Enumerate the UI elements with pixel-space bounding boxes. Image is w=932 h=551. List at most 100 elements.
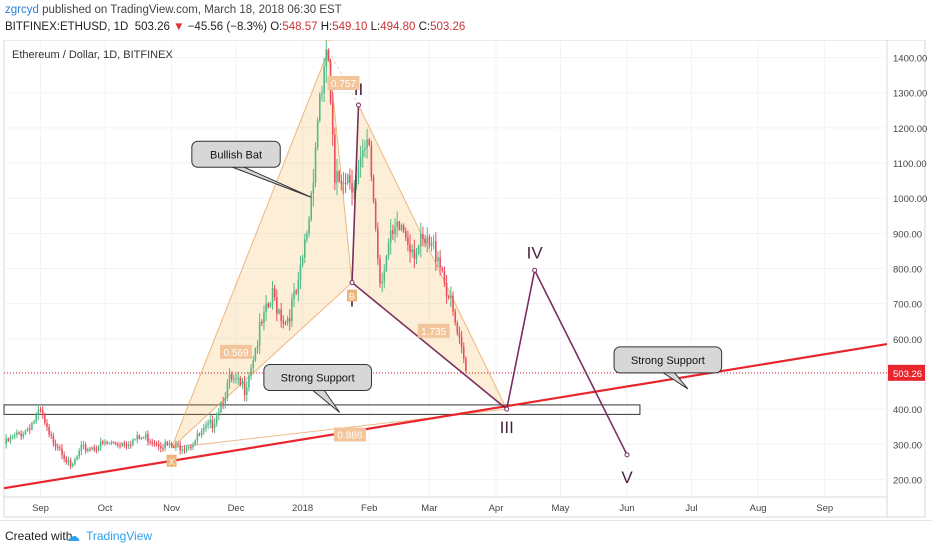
candle-body: [312, 182, 315, 194]
candle-body: [187, 447, 190, 449]
candle-body: [252, 360, 255, 369]
candle-body: [142, 437, 145, 439]
candle-body: [334, 134, 336, 183]
candle-body: [435, 241, 437, 262]
time-tick-label: Mar: [421, 503, 437, 514]
candle-body: [256, 345, 259, 349]
candle-body: [430, 242, 433, 246]
candle-body: [61, 448, 63, 456]
candle-body: [263, 312, 265, 324]
open-label: O:: [270, 21, 283, 33]
candle-body: [314, 147, 317, 183]
candle-body: [413, 249, 416, 259]
support-zone-box: [3, 404, 641, 415]
candle-body: [454, 311, 456, 323]
price-chart[interactable]: IIIIIIIVVXAB0.7570.5691.7350.886Bullish …: [0, 40, 932, 520]
support-band-layer: [3, 404, 641, 415]
candle-body: [168, 443, 171, 445]
candle-body: [93, 447, 96, 450]
candle-body: [250, 368, 252, 376]
candle-body: [80, 445, 83, 451]
candle-body: [52, 435, 55, 444]
candle-body: [104, 441, 106, 444]
candle-body: [361, 150, 364, 157]
time-tick-label: Jun: [619, 503, 634, 514]
price-tick-label: 1300.00: [893, 89, 927, 100]
candle-body: [398, 221, 401, 230]
candle-body: [284, 323, 287, 325]
candle-body: [402, 225, 405, 232]
candle-body: [50, 434, 53, 436]
candle-body: [84, 444, 87, 451]
callout-box: [191, 140, 281, 168]
price-change: −45.56 (−8.3%): [187, 21, 267, 33]
high-value: 549.10: [332, 21, 368, 33]
candle-body: [340, 181, 343, 184]
low-label: L:: [370, 21, 381, 33]
candle-body: [445, 282, 448, 297]
candle-body: [233, 378, 235, 380]
chart-title: Ethereum / Dollar, 1D, BITFINEX: [12, 49, 173, 61]
candle-body: [198, 433, 201, 436]
candle-body: [336, 171, 338, 183]
price-tick-label: 1000.00: [893, 194, 927, 205]
symbol-label: BITFINEX:ETHUSD, 1D: [5, 21, 129, 33]
candle-body: [127, 444, 130, 446]
candle-body: [41, 409, 44, 415]
candle-body: [31, 422, 33, 430]
candle-body: [74, 459, 76, 464]
candle-body: [462, 347, 465, 359]
candle-body: [147, 434, 149, 442]
candle-body: [11, 436, 14, 438]
candle-body: [303, 239, 306, 258]
ratio-badge: [417, 323, 450, 338]
candle-body: [288, 318, 291, 322]
candle-body: [392, 230, 394, 234]
candle-body: [359, 156, 362, 168]
candle-body: [166, 442, 169, 445]
candle-body: [37, 409, 40, 416]
candle-body: [215, 415, 218, 424]
candle-body: [181, 449, 184, 451]
candle-body: [149, 441, 151, 443]
candle-body: [389, 230, 392, 243]
candle-body: [258, 322, 261, 346]
candle-body: [18, 432, 20, 434]
candle-body: [151, 442, 154, 444]
candle-body: [353, 186, 355, 193]
candle-body: [16, 432, 18, 435]
ratio-label: 0.569: [224, 348, 249, 359]
candle-body: [447, 296, 450, 298]
candle-body: [404, 231, 407, 238]
open-value: 548.57: [282, 21, 318, 33]
candle-body: [417, 246, 420, 254]
wave-point-marker: [355, 102, 361, 108]
candle-body: [63, 455, 65, 459]
candle-body: [13, 434, 16, 437]
candle-body: [424, 238, 426, 244]
candle-body: [121, 443, 123, 446]
ratio-label: 1.735: [421, 327, 446, 338]
candle-body: [196, 433, 199, 441]
wave-label: IV: [527, 243, 544, 262]
tradingview-cloud-icon[interactable]: ☁: [66, 528, 80, 544]
last-price-label: 503.26: [893, 369, 922, 380]
wave-point-marker: [532, 267, 538, 273]
down-arrow-icon: ▼: [173, 21, 185, 33]
candle-body: [209, 420, 212, 424]
bat-point-label: B: [349, 292, 355, 302]
candle-body: [278, 309, 280, 314]
candle-body: [26, 428, 29, 431]
candle-body: [411, 249, 413, 253]
tradingview-brand-link[interactable]: TradingView: [86, 529, 153, 543]
author-link[interactable]: zgrcyd: [5, 4, 39, 16]
candle-body: [207, 423, 209, 426]
time-tick-label: 2018: [292, 503, 313, 514]
candle-body: [33, 421, 35, 423]
candle-body: [385, 255, 388, 272]
bat-point-label: A: [325, 40, 331, 41]
candle-body: [443, 270, 446, 283]
candle-body: [164, 442, 166, 449]
candle-body: [297, 280, 300, 294]
price-tick-label: 300.00: [893, 440, 922, 451]
